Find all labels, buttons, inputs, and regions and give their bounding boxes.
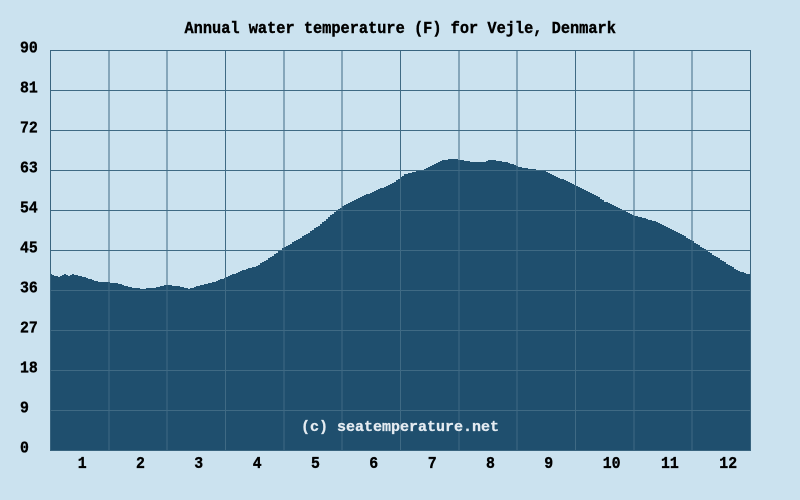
svg-text:10: 10 <box>603 454 621 473</box>
svg-text:11: 11 <box>661 454 679 473</box>
svg-text:72: 72 <box>20 119 38 138</box>
svg-text:27: 27 <box>20 319 38 338</box>
svg-text:Annual water temperature (F) f: Annual water temperature (F) for Vejle, … <box>185 19 617 38</box>
svg-text:7: 7 <box>428 454 437 473</box>
svg-text:0: 0 <box>20 439 29 458</box>
svg-text:1: 1 <box>78 454 87 473</box>
svg-text:36: 36 <box>20 279 38 298</box>
svg-text:5: 5 <box>311 454 320 473</box>
svg-text:9: 9 <box>20 399 29 418</box>
svg-text:3: 3 <box>194 454 203 473</box>
svg-text:54: 54 <box>20 199 38 218</box>
svg-text:4: 4 <box>253 454 262 473</box>
svg-text:9: 9 <box>544 454 553 473</box>
svg-text:12: 12 <box>719 454 737 473</box>
svg-text:63: 63 <box>20 159 38 178</box>
svg-text:90: 90 <box>20 39 38 58</box>
svg-text:6: 6 <box>369 454 378 473</box>
svg-text:2: 2 <box>136 454 145 473</box>
svg-text:8: 8 <box>486 454 495 473</box>
svg-text:45: 45 <box>20 239 38 258</box>
svg-text:18: 18 <box>20 359 38 378</box>
svg-text:81: 81 <box>20 79 38 98</box>
svg-text:(c) seatemperature.net: (c) seatemperature.net <box>301 419 499 436</box>
